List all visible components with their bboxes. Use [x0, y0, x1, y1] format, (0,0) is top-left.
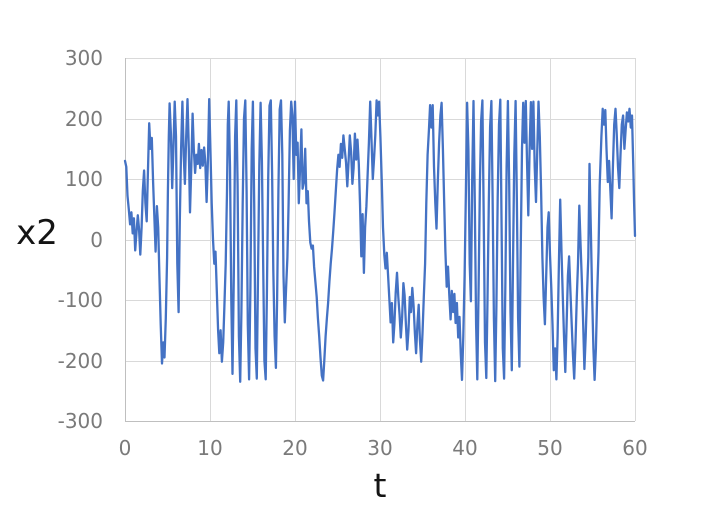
- x-tick-label: 20: [282, 436, 308, 460]
- x-tick-label: 10: [197, 436, 223, 460]
- y-tick-label: -300: [57, 409, 103, 433]
- y-tick-label: 100: [64, 167, 103, 191]
- x-tick-label: 60: [622, 436, 648, 460]
- x-tick-label: 50: [537, 436, 563, 460]
- x-tick-label: 40: [452, 436, 478, 460]
- x-axis-title: t: [373, 466, 387, 505]
- y-tick-label: 300: [64, 46, 103, 70]
- x-tick-label: 0: [118, 436, 132, 460]
- y-tick-label: 200: [64, 106, 103, 131]
- x-tick-label: 30: [367, 436, 393, 460]
- y-tick-label: -200: [57, 348, 103, 373]
- y-tick-label: 0: [90, 227, 103, 252]
- y-tick-label: -100: [57, 288, 103, 312]
- y-axis-title: x2: [16, 213, 58, 253]
- series-line-x2: [123, 97, 637, 383]
